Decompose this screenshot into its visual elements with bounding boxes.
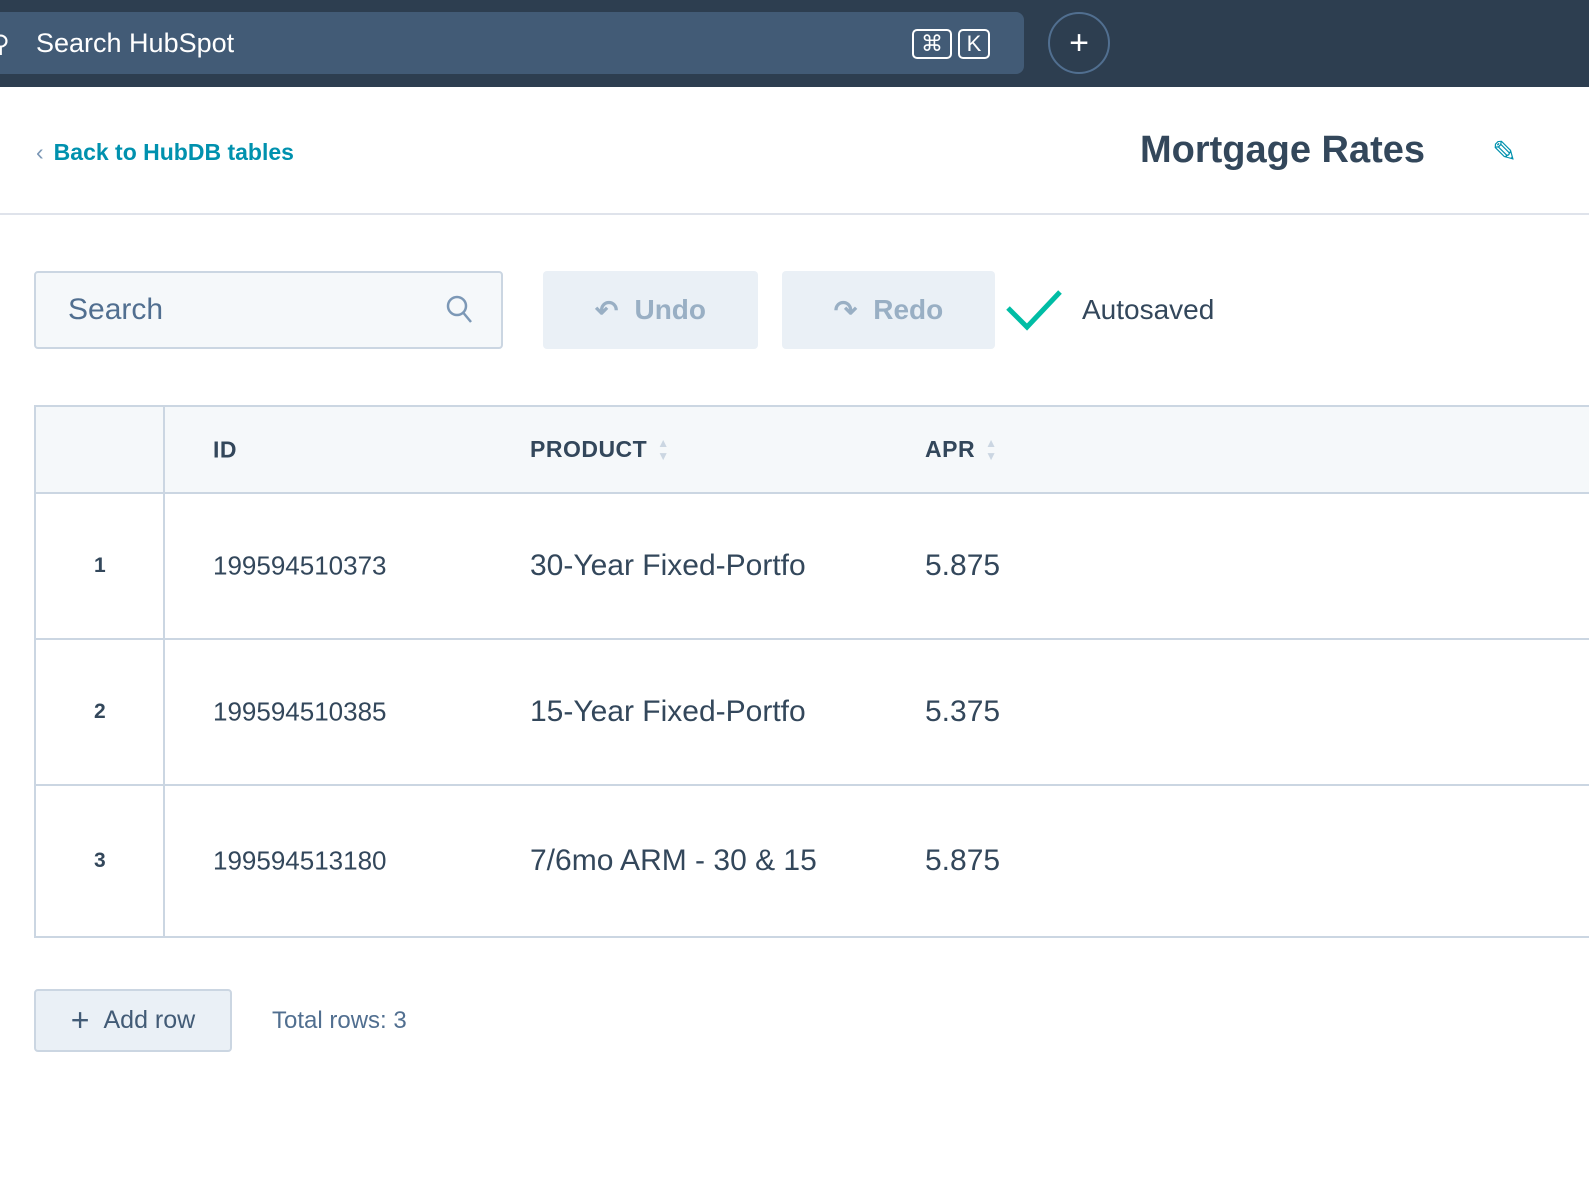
edit-title-pencil-icon[interactable]: ✎	[1492, 136, 1518, 169]
undo-button[interactable]: ↶ Undo	[543, 271, 758, 349]
redo-label: Redo	[873, 294, 944, 325]
id-cell[interactable]: 199594510385	[213, 696, 387, 727]
global-search-bar[interactable]: ⚲ Search HubSpot ⌘ K	[0, 12, 1024, 74]
page-title: Mortgage Rates	[1140, 129, 1426, 171]
id-cell[interactable]: 199594513180	[213, 845, 387, 876]
table-row[interactable]: 1 199594510373 30-Year Fixed-Portfo 5.87…	[36, 494, 1589, 640]
sort-icon[interactable]: ▲ ▼	[657, 436, 670, 464]
row-number: 3	[94, 849, 106, 872]
hubdb-table: ID PRODUCT ▲ ▼ APR ▲ ▼ 1 199594510373 30-Yea…	[34, 405, 1589, 938]
product-header-label: PRODUCT	[530, 435, 648, 462]
command-key-icon: ⌘	[912, 29, 952, 59]
apr-cell[interactable]: 5.375	[925, 695, 1001, 728]
page-header: ‹ Back to HubDB tables Mortgage Rates ✎	[0, 87, 1589, 215]
undo-icon: ↶	[595, 294, 619, 326]
apr-cell[interactable]: 5.875	[925, 844, 1001, 877]
search-icon: ⚲	[0, 31, 10, 58]
row-number: 1	[94, 554, 106, 577]
column-header-apr[interactable]: APR ▲ ▼	[925, 436, 997, 464]
apr-header-label: APR	[925, 435, 976, 462]
search-input[interactable]	[36, 273, 436, 347]
create-button[interactable]: +	[1048, 12, 1110, 74]
product-cell[interactable]: 15-Year Fixed-Portfo	[530, 695, 806, 728]
plus-icon: +	[1069, 23, 1089, 62]
autosave-status: Autosaved	[1082, 294, 1215, 325]
table-header-row: ID PRODUCT ▲ ▼ APR ▲ ▼	[36, 407, 1589, 494]
table-search[interactable]	[34, 271, 503, 349]
id-cell[interactable]: 199594510373	[213, 550, 387, 581]
back-link-label: Back to HubDB tables	[53, 139, 294, 165]
undo-label: Undo	[634, 294, 706, 325]
column-header-product[interactable]: PRODUCT ▲ ▼	[530, 436, 670, 464]
back-to-hubdb-link[interactable]: ‹ Back to HubDB tables	[36, 139, 294, 166]
add-row-label: Add row	[103, 1006, 196, 1034]
sort-icon[interactable]: ▲ ▼	[985, 436, 998, 464]
chevron-left-icon: ‹	[36, 139, 44, 165]
product-cell[interactable]: 7/6mo ARM - 30 & 15	[530, 844, 817, 877]
row-number: 2	[94, 700, 106, 723]
table-row[interactable]: 2 199594510385 15-Year Fixed-Portfo 5.37…	[36, 640, 1589, 786]
global-search-placeholder: Search HubSpot	[36, 27, 235, 58]
column-header-id[interactable]: ID	[213, 436, 237, 462]
k-key-badge: K	[958, 29, 990, 59]
checkmark-icon	[1006, 290, 1062, 331]
table-row[interactable]: 3 199594513180 7/6mo ARM - 30 & 15 5.875	[36, 786, 1589, 936]
apr-cell[interactable]: 5.875	[925, 549, 1001, 582]
add-row-button[interactable]: + Add row	[34, 989, 232, 1052]
redo-button[interactable]: ↷ Redo	[782, 271, 995, 349]
plus-icon: +	[70, 1002, 90, 1038]
top-nav-bar: ⚲ Search HubSpot ⌘ K +	[0, 0, 1589, 87]
product-cell[interactable]: 30-Year Fixed-Portfo	[530, 549, 806, 582]
search-icon	[446, 295, 472, 323]
total-rows-count: Total rows: 3	[272, 1007, 407, 1034]
redo-icon: ↷	[833, 294, 858, 326]
